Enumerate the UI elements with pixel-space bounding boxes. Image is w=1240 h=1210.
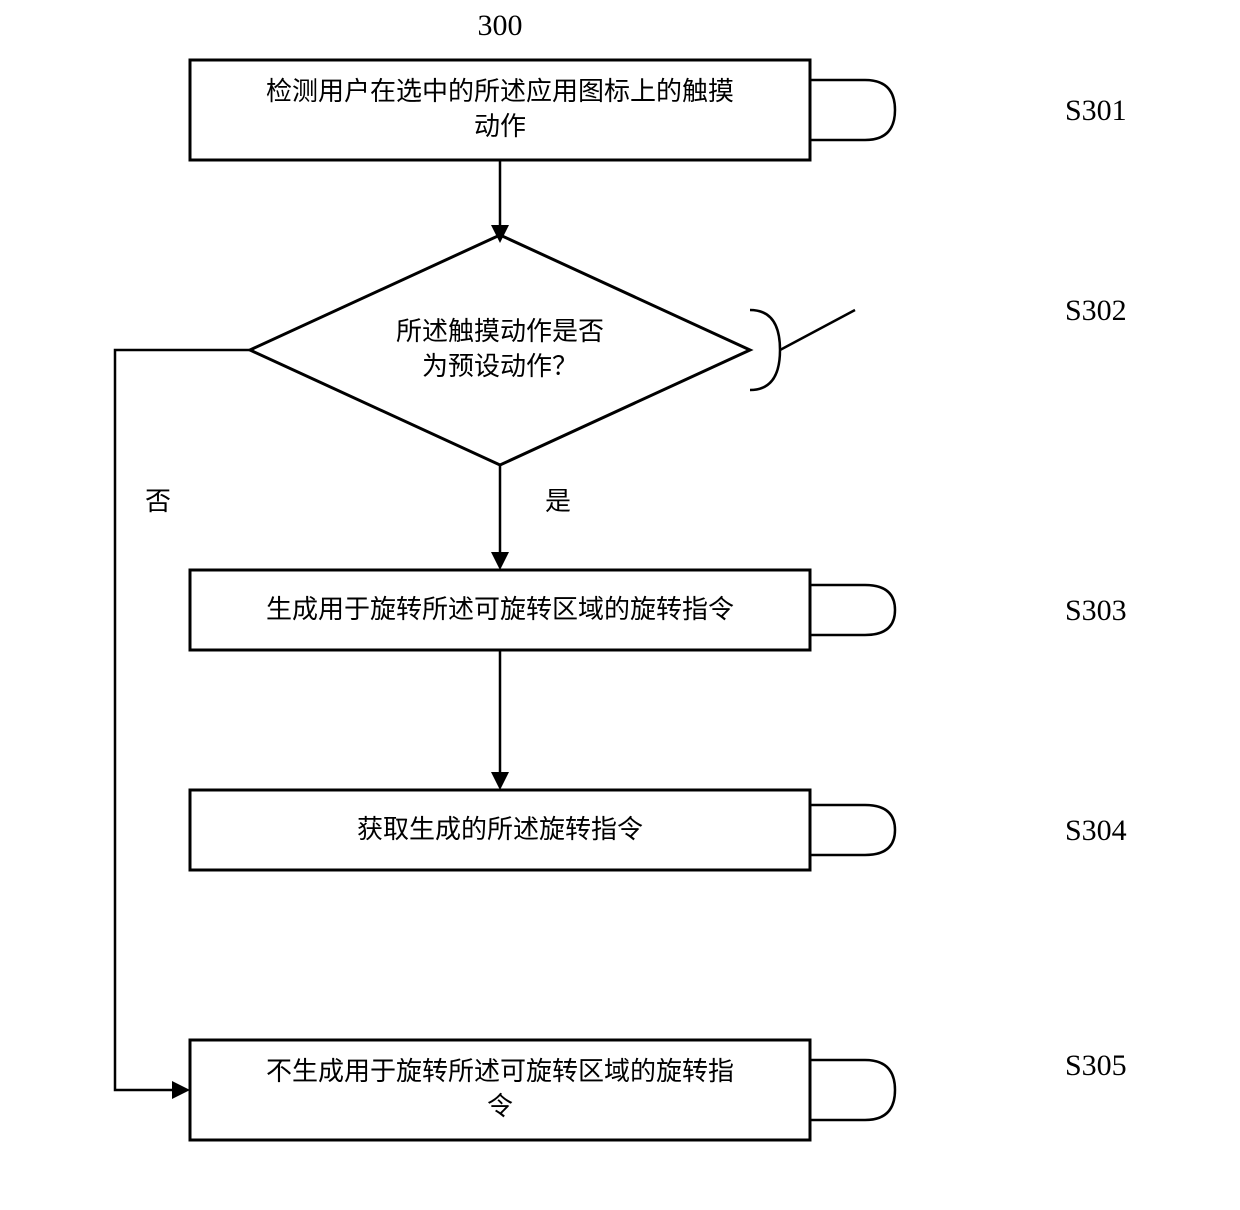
arrowhead-yes	[491, 552, 509, 570]
callout-bracket-s302	[750, 310, 780, 390]
step-s302-text-line1: 所述触摸动作是否	[396, 317, 604, 346]
step-s302-text-line2: 为预设动作？	[422, 352, 578, 381]
step-s304-label: S304	[1065, 814, 1127, 847]
branch-no-label: 否	[145, 487, 171, 516]
step-s302-label: S302	[1065, 294, 1127, 327]
step-s304-text: 获取生成的所述旋转指令	[357, 815, 643, 844]
step-s301-label: S301	[1065, 94, 1127, 127]
step-s303-text: 生成用于旋转所述可旋转区域的旋转指令	[266, 595, 734, 624]
branch-yes-label: 是	[545, 487, 571, 516]
callout-bracket-s305	[810, 1060, 895, 1120]
step-s301-text-line2: 动作	[474, 112, 526, 141]
step-s305-label: S305	[1065, 1049, 1127, 1082]
arrowhead-s303-to-s304	[491, 772, 509, 790]
callout-bracket-s304	[810, 805, 895, 855]
step-s305-box	[190, 1040, 810, 1140]
connector-no	[115, 350, 250, 1090]
callout-bracket-s303	[810, 585, 895, 635]
step-s305-text-line1: 不生成用于旋转所述可旋转区域的旋转指	[266, 1057, 734, 1086]
callout-leader-s302	[780, 310, 855, 350]
step-s305-text-line2: 令	[487, 1092, 513, 1121]
step-s303-label: S303	[1065, 594, 1127, 627]
step-s301-box	[190, 60, 810, 160]
callout-bracket-s301	[810, 80, 895, 140]
figure-number: 300	[478, 9, 523, 42]
step-s301-text-line1: 检测用户在选中的所述应用图标上的触摸	[266, 77, 734, 106]
flowchart-diagram: 300 检测用户在选中的所述应用图标上的触摸 动作 S301 所述触摸动作是否 …	[0, 0, 1240, 1210]
arrowhead-no	[172, 1081, 190, 1099]
step-s302-diamond	[250, 235, 750, 465]
